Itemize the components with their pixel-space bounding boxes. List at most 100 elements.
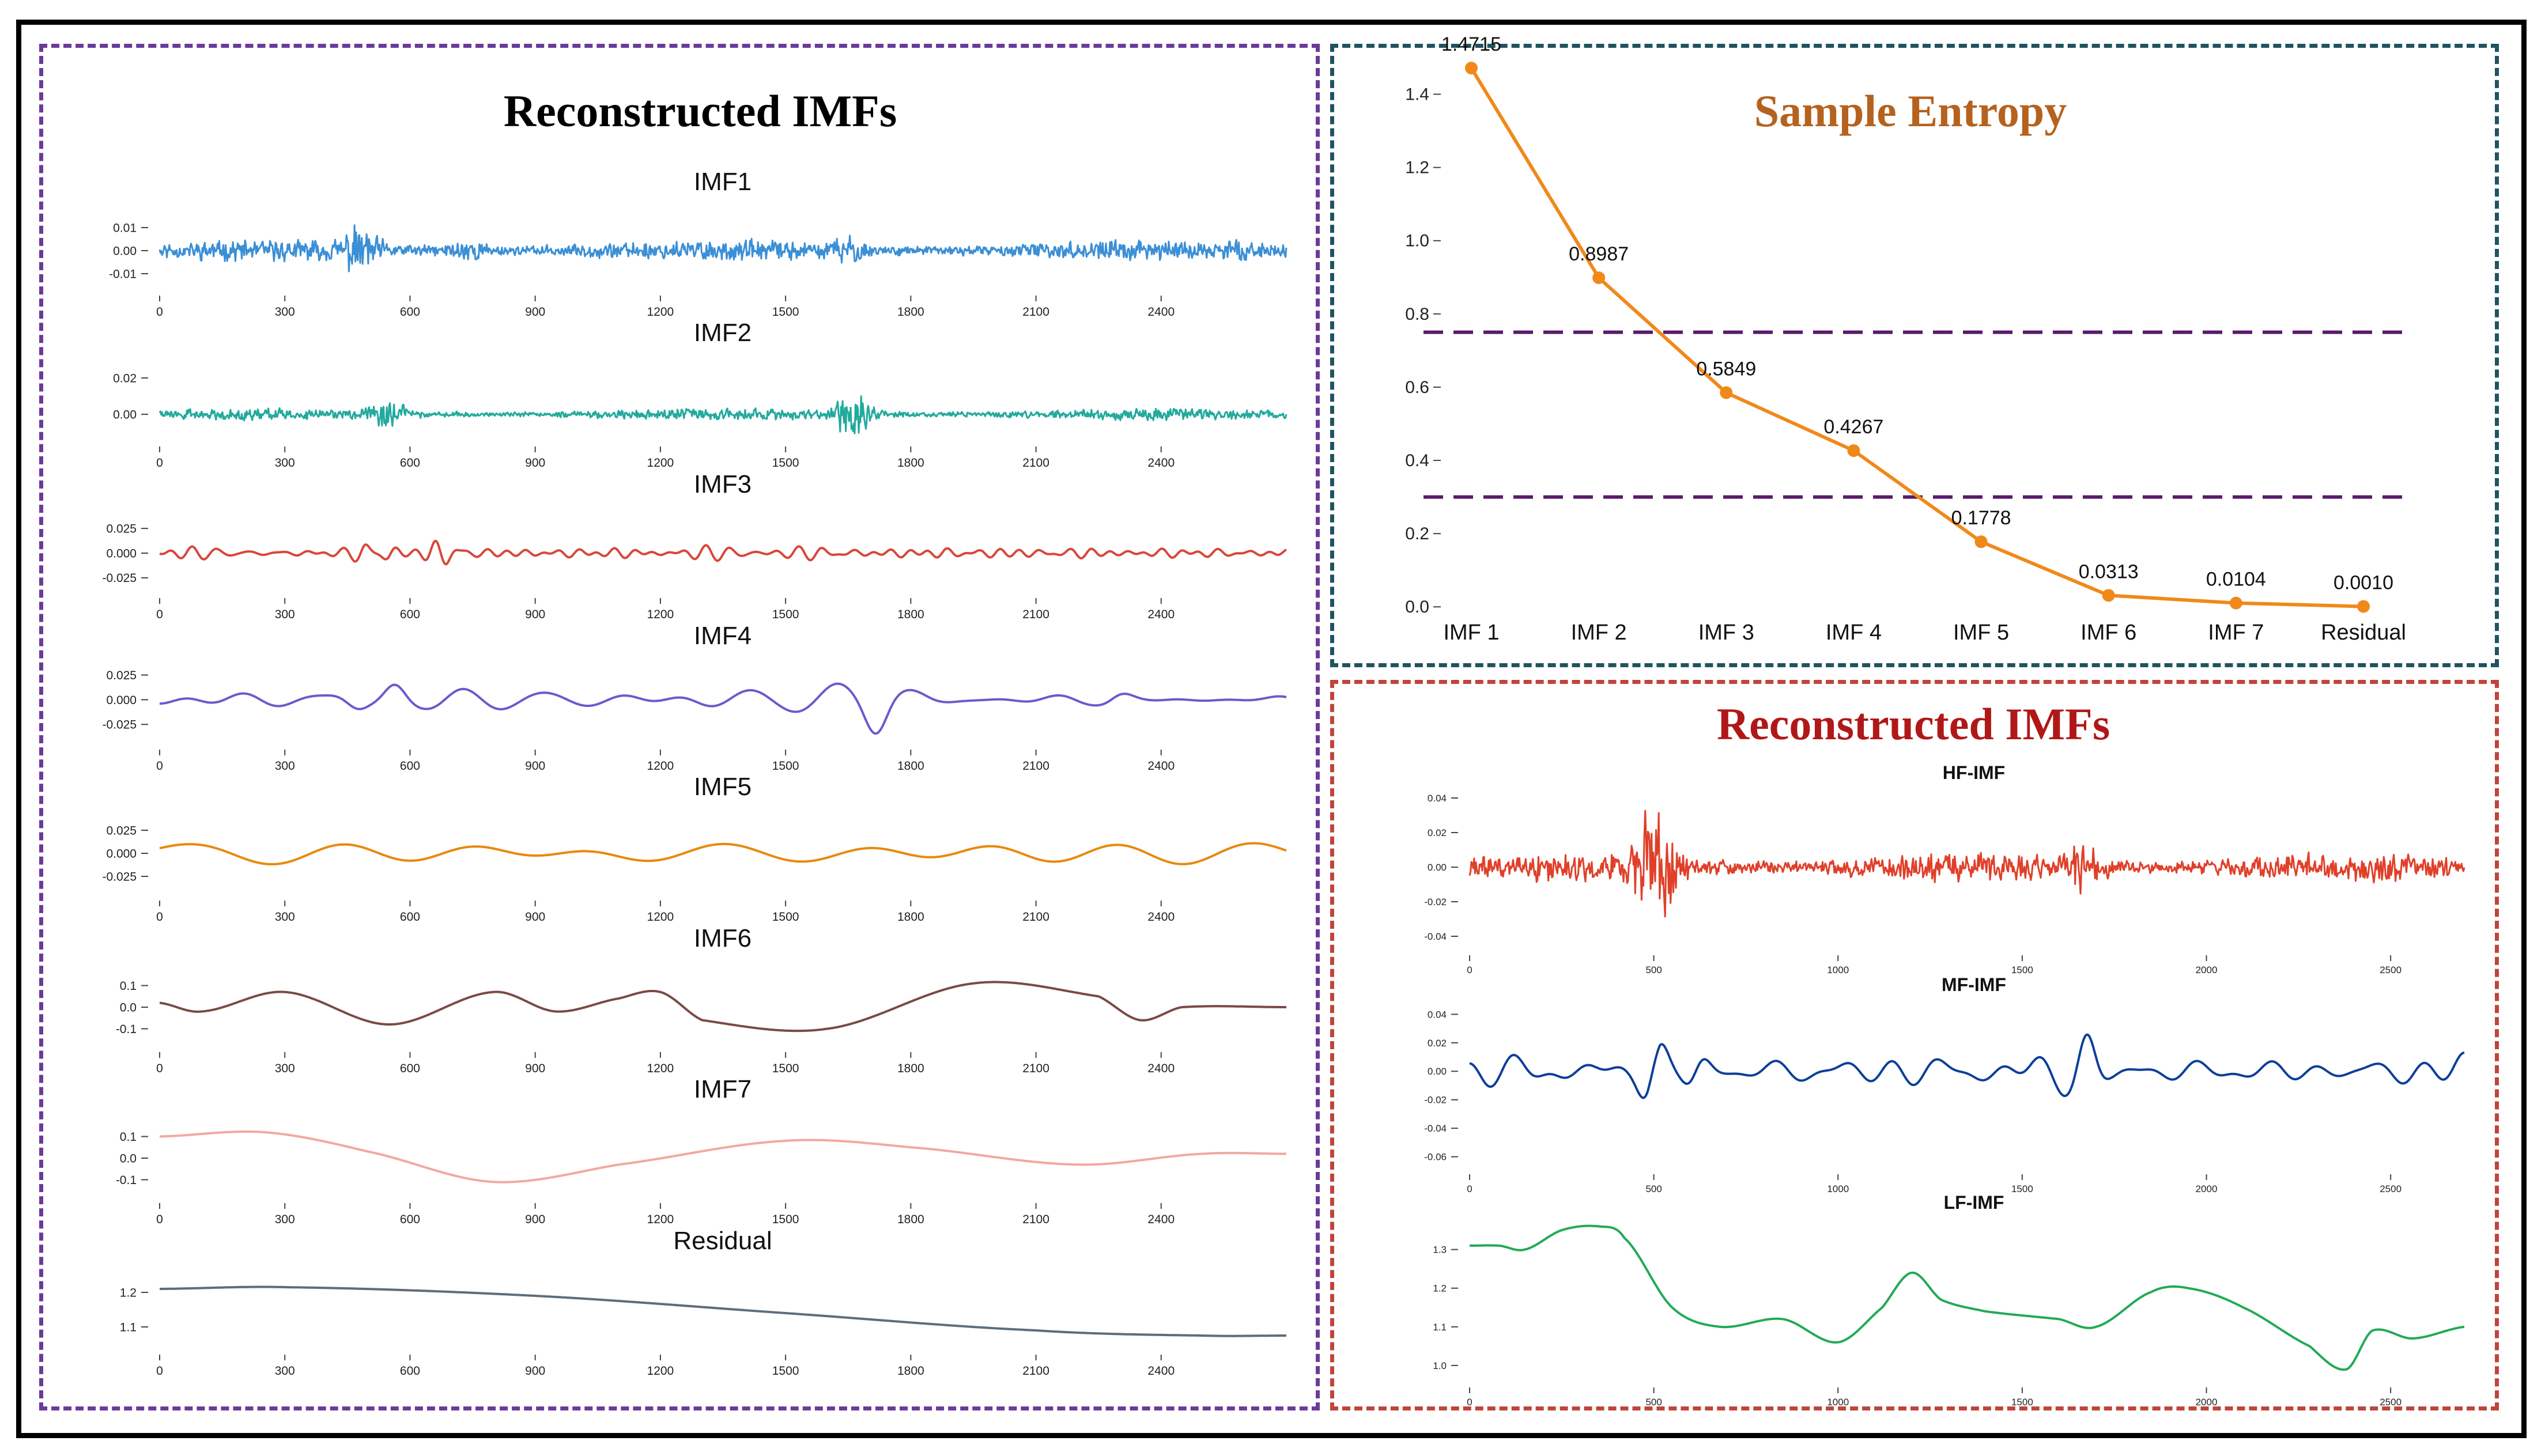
x-tick-label-hf-imf: 500 <box>1645 965 1662 975</box>
x-tick-label-imf7: 1800 <box>897 1213 924 1226</box>
x-tick-label-imf3: 600 <box>400 608 420 621</box>
x-tick-label-imf1: 1200 <box>647 305 674 319</box>
y-tick-label-imf2: 0.00 <box>113 408 137 421</box>
x-tick-label-imf2: 900 <box>525 456 545 470</box>
x-tick-label-imf6: 900 <box>525 1062 545 1075</box>
y-tick-label-imf6: 0.0 <box>120 1001 137 1014</box>
x-tick-label-imf7: 600 <box>400 1213 420 1226</box>
entropy-point-imf-3 <box>1720 386 1733 399</box>
y-tick-label-imf7: -0.1 <box>116 1174 137 1187</box>
x-tick-label-imf6: 2400 <box>1147 1062 1175 1075</box>
x-tick-label-mf-imf: 2000 <box>2196 1183 2218 1194</box>
series-line-imf7 <box>160 1130 1286 1183</box>
x-tick-label-residual: 1200 <box>647 1364 674 1378</box>
series-line-imf4 <box>160 682 1287 735</box>
x-tick-label-imf1: 900 <box>525 305 545 319</box>
x-tick-label-imf5: 2400 <box>1147 910 1175 924</box>
x-tick-label-imf1: 2100 <box>1022 305 1049 319</box>
x-tick-label-imf3: 900 <box>525 608 545 621</box>
x-tick-label-imf1: 600 <box>400 305 420 319</box>
x-tick-label-imf6: 1800 <box>897 1062 924 1075</box>
x-tick-label-residual: 1500 <box>772 1364 799 1378</box>
x-tick-label-imf4: 1800 <box>897 759 924 773</box>
x-tick-label-imf7: 2100 <box>1022 1213 1049 1226</box>
y-tick-label-mf-imf: -0.04 <box>1424 1123 1447 1134</box>
y-tick-label-imf6: 0.1 <box>120 980 137 993</box>
entropy-x-tick-label: IMF 1 <box>1443 621 1499 645</box>
x-tick-label-imf6: 1500 <box>772 1062 799 1075</box>
x-tick-label-hf-imf: 1000 <box>1827 965 1849 975</box>
entropy-y-tick-label: 0.2 <box>1405 524 1429 543</box>
x-tick-label-imf1: 1800 <box>897 305 924 319</box>
title-reconstructed-imfs-left: Reconstructed IMFs <box>503 86 897 136</box>
x-tick-label-imf5: 600 <box>400 910 420 924</box>
entropy-x-tick-label: IMF 4 <box>1826 621 1882 645</box>
y-tick-label-imf6: -0.1 <box>116 1023 137 1036</box>
series-line-residual <box>160 1285 1286 1337</box>
y-tick-label-imf5: -0.025 <box>102 870 137 883</box>
subplot-title-imf6: IMF6 <box>694 924 752 952</box>
panel-reconstructed <box>1330 680 2499 1410</box>
x-tick-label-imf5: 0 <box>156 910 163 924</box>
x-tick-label-imf2: 1500 <box>772 456 799 470</box>
entropy-x-tick-label: IMF 6 <box>2080 621 2136 645</box>
x-tick-label-imf4: 1200 <box>647 759 674 773</box>
x-tick-label-residual: 300 <box>275 1364 295 1378</box>
y-tick-label-hf-imf: 0.00 <box>1428 862 1447 873</box>
x-tick-label-imf6: 300 <box>275 1062 295 1075</box>
y-tick-label-hf-imf: -0.02 <box>1424 897 1447 907</box>
entropy-point-imf-5 <box>1974 535 1988 549</box>
x-tick-label-imf7: 300 <box>275 1213 295 1226</box>
x-tick-label-imf2: 600 <box>400 456 420 470</box>
x-tick-label-hf-imf: 1500 <box>2011 965 2033 975</box>
y-tick-label-imf7: 0.1 <box>120 1130 137 1144</box>
entropy-x-tick-label: IMF 2 <box>1571 621 1627 645</box>
y-tick-label-imf5: 0.025 <box>106 824 137 837</box>
series-line-mf-imf <box>1469 1033 2465 1099</box>
x-tick-label-imf1: 0 <box>156 305 163 319</box>
title-sample-entropy: Sample Entropy <box>1754 86 2067 136</box>
x-tick-label-imf3: 300 <box>275 608 295 621</box>
entropy-y-tick-label: 1.0 <box>1405 232 1429 251</box>
x-tick-label-residual: 600 <box>400 1364 420 1378</box>
y-tick-label-lf-imf: 1.3 <box>1433 1245 1447 1255</box>
x-tick-label-residual: 900 <box>525 1364 545 1378</box>
y-tick-label-residual: 1.1 <box>120 1321 137 1334</box>
y-tick-label-mf-imf: 0.04 <box>1428 1009 1447 1020</box>
y-tick-label-residual: 1.2 <box>120 1286 137 1299</box>
x-tick-label-imf4: 1500 <box>772 759 799 773</box>
x-tick-label-imf6: 0 <box>156 1062 163 1075</box>
panel-sample-entropy <box>1330 44 2499 667</box>
x-tick-label-residual: 2100 <box>1022 1364 1049 1378</box>
entropy-value-label: 1.4715 <box>1441 33 1501 55</box>
x-tick-label-imf5: 1200 <box>647 910 674 924</box>
entropy-x-tick-label: Residual <box>2321 621 2406 645</box>
x-tick-label-mf-imf: 1000 <box>1827 1183 1849 1194</box>
entropy-value-label: 0.4267 <box>1823 416 1883 438</box>
x-tick-label-imf3: 2400 <box>1147 608 1175 621</box>
entropy-point-imf-2 <box>1592 271 1606 285</box>
subplot-title-imf3: IMF3 <box>694 470 752 498</box>
x-tick-label-imf7: 2400 <box>1147 1213 1175 1226</box>
x-tick-label-imf4: 0 <box>156 759 163 773</box>
x-tick-label-imf1: 2400 <box>1147 305 1175 319</box>
x-tick-label-imf2: 2400 <box>1147 456 1175 470</box>
y-tick-label-imf1: 0.01 <box>113 221 137 235</box>
y-tick-label-lf-imf: 1.1 <box>1433 1322 1447 1333</box>
x-tick-label-hf-imf: 0 <box>1467 965 1472 975</box>
x-tick-label-imf7: 0 <box>156 1213 163 1226</box>
x-tick-label-imf3: 1200 <box>647 608 674 621</box>
subplot-title-imf4: IMF4 <box>694 622 752 650</box>
x-tick-label-imf6: 1200 <box>647 1062 674 1075</box>
entropy-value-label: 0.8987 <box>1569 243 1629 265</box>
x-tick-label-lf-imf: 2000 <box>2196 1397 2218 1408</box>
y-tick-label-imf4: 0.025 <box>106 669 137 682</box>
y-tick-label-lf-imf: 1.0 <box>1433 1360 1447 1371</box>
x-tick-label-imf2: 0 <box>156 456 163 470</box>
x-tick-label-imf6: 2100 <box>1022 1062 1049 1075</box>
x-tick-label-mf-imf: 500 <box>1645 1183 1662 1194</box>
x-tick-label-imf7: 1200 <box>647 1213 674 1226</box>
series-line-imf5 <box>159 842 1287 865</box>
x-tick-label-mf-imf: 0 <box>1467 1183 1472 1194</box>
